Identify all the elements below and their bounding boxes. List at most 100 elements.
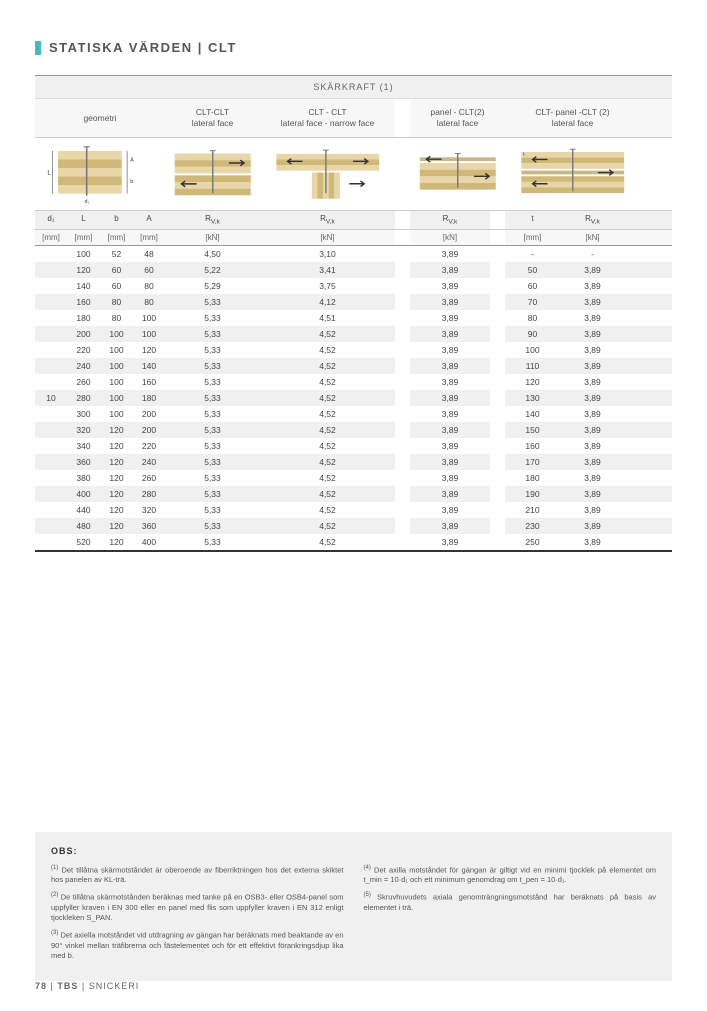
cell: 400 [67,486,100,502]
sh-rv1: RV,k [165,211,260,229]
cell: 3,89 [560,406,625,422]
cell: 3,89 [560,470,625,486]
cell: 3,89 [560,262,625,278]
page-title-row: STATISKA VÄRDEN | CLT [35,40,672,55]
cell: 60 [133,262,165,278]
cell [395,454,410,470]
cell: 3,89 [410,310,490,326]
cell: 4,52 [260,342,395,358]
cell: 3,89 [410,342,490,358]
cell: 3,89 [560,294,625,310]
gap [395,99,410,137]
cell: 3,89 [410,278,490,294]
cell: 4,52 [260,422,395,438]
cell: 160 [67,294,100,310]
gap [395,211,410,229]
table-row: 180801005,334,513,89803,89 [35,310,672,326]
cell: - [505,246,560,262]
cell: 440 [67,502,100,518]
cell: 4,50 [165,246,260,262]
cell: 5,33 [165,406,260,422]
cell: 3,89 [410,518,490,534]
cell: 5,22 [165,262,260,278]
cell: 120 [133,342,165,358]
cell [490,294,505,310]
cell: 5,33 [165,390,260,406]
footer-brand1: TBS [57,981,78,991]
sh-b: b [100,211,133,229]
cell: 4,51 [260,310,395,326]
table-row: 3001002005,334,523,891403,89 [35,406,672,422]
cell [395,342,410,358]
cell: 5,33 [165,486,260,502]
cell: 3,10 [260,246,395,262]
sh-t: t [505,211,560,229]
cell: 520 [67,534,100,550]
u-rv2: [kN] [260,230,395,245]
cell: 3,89 [560,502,625,518]
cell: 210 [505,502,560,518]
cell: - [560,246,625,262]
cell: 80 [133,294,165,310]
cell: 3,89 [560,422,625,438]
table-row: 3801202605,334,523,891803,89 [35,470,672,486]
cell: 60 [100,262,133,278]
note-item: (2) De tillåtna skärmotstånden beräknas … [51,891,344,923]
table-row: 14060805,293,753,89603,89 [35,278,672,294]
u-rv1: [kN] [165,230,260,245]
cell [35,310,67,326]
cell: 3,41 [260,262,395,278]
notes-columns: (1) Det tillåtna skärmotståndet är obero… [51,864,656,968]
sh-A: A [133,211,165,229]
table-row: 10052484,503,103,89-- [35,246,672,262]
cell: 48 [133,246,165,262]
cell: 3,89 [560,310,625,326]
cell: 240 [67,358,100,374]
cell: 280 [67,390,100,406]
column-header-row: geometri CLT-CLT lateral face CLT - CLT … [35,99,672,138]
cell: 4,52 [260,486,395,502]
cell: 4,52 [260,534,395,550]
cell: 100 [100,374,133,390]
cell: 3,89 [410,326,490,342]
gap [490,230,505,245]
cell: 5,29 [165,278,260,294]
cell [490,262,505,278]
cell: 5,33 [165,374,260,390]
cell [395,326,410,342]
table-row: 16080805,334,123,89703,89 [35,294,672,310]
cell: 90 [505,326,560,342]
cell: 250 [505,534,560,550]
cell: 50 [505,262,560,278]
cell: 220 [67,342,100,358]
cell [395,486,410,502]
cell: 260 [67,374,100,390]
cell [490,358,505,374]
page-number: 78 [35,981,47,991]
header-panel-clt: panel - CLT(2) lateral face [410,99,505,137]
cell: 5,33 [165,310,260,326]
cell [395,502,410,518]
cell: 3,75 [260,278,395,294]
cell [395,534,410,550]
cell: 3,89 [560,454,625,470]
cell: 70 [505,294,560,310]
cell [35,278,67,294]
cell: 3,89 [410,406,490,422]
cell: 4,52 [260,326,395,342]
cell: 60 [100,278,133,294]
table-row: 2001001005,334,523,89903,89 [35,326,672,342]
note-item: (3) Det axiella motståndet vid utdragnin… [51,929,344,961]
cell: 4,52 [260,454,395,470]
cell: 120 [67,262,100,278]
u-d1: [mm] [35,230,67,245]
cell: 200 [133,422,165,438]
cell: 4,52 [260,358,395,374]
cell: 5,33 [165,438,260,454]
sh-L: L [67,211,100,229]
cell: 300 [67,406,100,422]
cell: 3,89 [410,422,490,438]
cell [35,374,67,390]
cell [35,358,67,374]
cell: 120 [100,518,133,534]
